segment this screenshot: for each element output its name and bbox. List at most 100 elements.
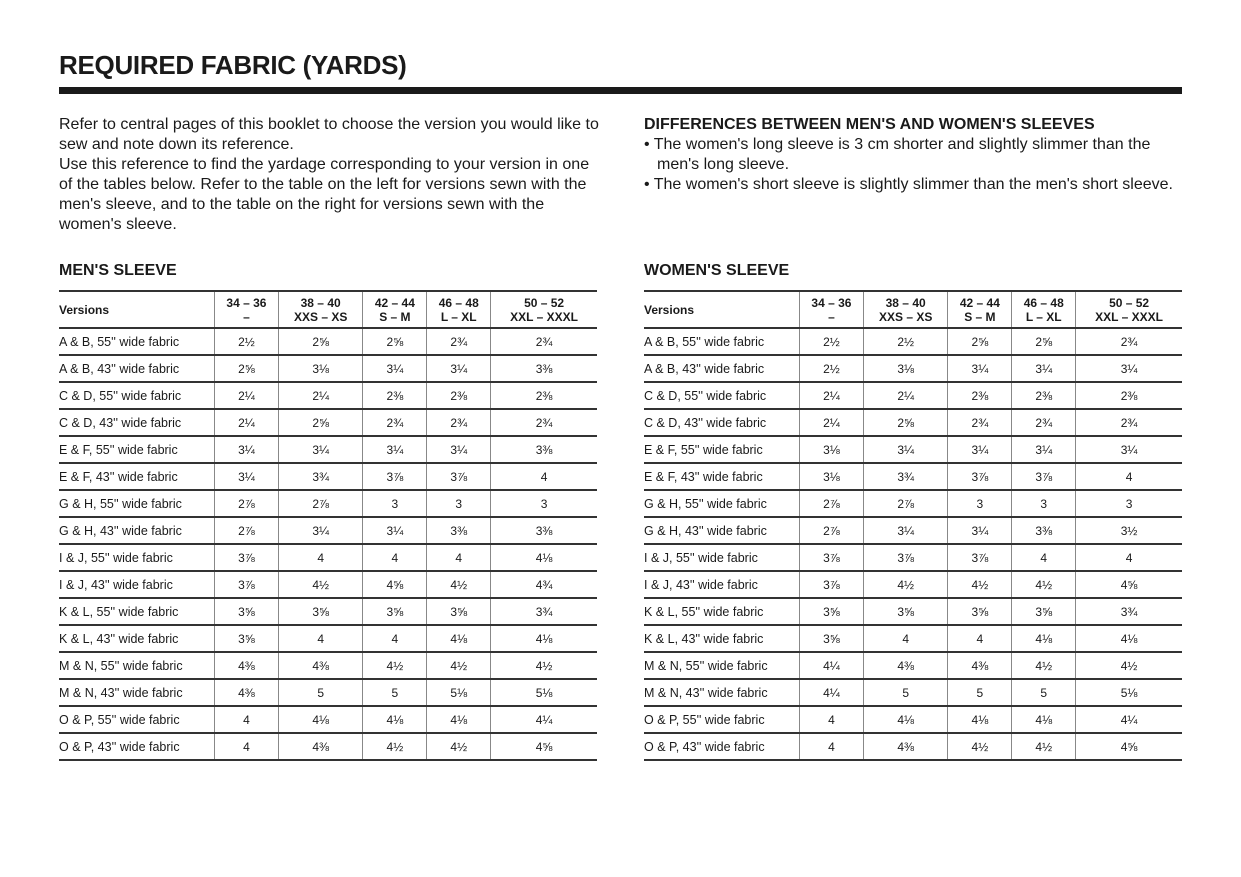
header-row: Versions 34 – 36–38 – 40 XXS – XS 42 – 44 S …	[644, 290, 1182, 329]
yardage-cell: 3	[947, 490, 1012, 518]
yardage-cell: 3	[1011, 490, 1076, 518]
yardage-cell: 2¼	[214, 382, 279, 410]
yardage-cell: 4⅛	[862, 706, 948, 734]
table-row: E & F, 55'' wide fabric 3⅛ 3¼ 3¼ 3¼ 3¼	[644, 436, 1182, 464]
yardage-cell: 4⅝	[362, 571, 427, 599]
yardage-cell: 3⅞	[799, 544, 864, 572]
yardage-cell: 4⅜	[947, 652, 1012, 680]
yardage-cell: 4¼	[1075, 706, 1182, 734]
version-cell: E & F, 55'' wide fabric	[59, 436, 215, 464]
letter-size: XXS – XS	[293, 309, 348, 324]
version-cell: A & B, 55'' wide fabric	[59, 328, 215, 356]
yardage-cell: 4⅜	[277, 733, 363, 761]
yardage-cell: 3½	[1075, 517, 1182, 545]
table-row: M & N, 43'' wide fabric 4¼ 5 5 5 5⅛	[644, 679, 1182, 707]
yardage-cell: 2¾	[1011, 409, 1076, 437]
table-row: E & F, 55'' wide fabric 3¼ 3¼ 3¼ 3¼ 3⅜	[59, 436, 597, 464]
size-range: 38 – 40	[300, 295, 341, 310]
yardage-cell: 3⅝	[214, 598, 279, 626]
yardage-cell: 4	[362, 544, 427, 572]
version-cell: E & F, 43'' wide fabric	[644, 463, 800, 491]
yardage-cell: 2⅞	[799, 517, 864, 545]
yardage-cell: 3⅜	[490, 355, 597, 383]
yardage-cell: 4	[277, 544, 363, 572]
header-row: Versions 34 – 36– 38 – 40 XXS – XS 42 – 44 S …	[59, 290, 597, 329]
yardage-cell: 4	[799, 706, 864, 734]
letter-size: XXL – XXXL	[510, 309, 578, 324]
letter-size: S – M	[379, 309, 411, 324]
table-row: O & P, 55'' wide fabric 4 4⅛ 4⅛ 4⅛ 4¼	[59, 706, 597, 734]
version-cell: E & F, 43'' wide fabric	[59, 463, 215, 491]
yardage-cell: 3¼	[1011, 355, 1076, 383]
yardage-cell: 3⅞	[947, 544, 1012, 572]
yardage-cell: 3⅜	[1011, 517, 1076, 545]
yardage-cell: 3¾	[277, 463, 363, 491]
yardage-cell: 2½	[214, 328, 279, 356]
yardage-cell: 4½	[362, 733, 427, 761]
yardage-cell: 3¼	[362, 436, 427, 464]
yardage-cell: 3⅞	[426, 463, 491, 491]
yardage-cell: 5	[862, 679, 948, 707]
version-cell: M & N, 55'' wide fabric	[59, 652, 215, 680]
table-row: I & J, 55'' wide fabric 3⅞ 4 4 4 4⅛	[59, 544, 597, 572]
yardage-cell: 3	[490, 490, 597, 518]
table-row: K & L, 43'' wide fabric 3⅝ 4 4 4⅛ 4⅛	[59, 625, 597, 653]
table-row: O & P, 55'' wide fabric 4 4⅛ 4⅛ 4⅛ 4¼	[644, 706, 1182, 734]
yardage-cell: 2¾	[490, 328, 597, 356]
yardage-cell: 4⅜	[214, 652, 279, 680]
yardage-cell: 4¼	[799, 652, 864, 680]
differences-heading: DIFFERENCES BETWEEN MEN'S AND WOMEN'S SL…	[644, 116, 1095, 133]
column-header-size: 50 – 52 XXL – XXXL	[490, 290, 597, 329]
yardage-cell: 2⅝	[1011, 328, 1076, 356]
yardage-cell: 3¼	[947, 355, 1012, 383]
yardage-cell: 2⅞	[214, 517, 279, 545]
yardage-cell: 4	[277, 625, 363, 653]
version-cell: O & P, 43'' wide fabric	[59, 733, 215, 761]
yardage-cell: 4⅛	[947, 706, 1012, 734]
yardage-cell: 2½	[799, 355, 864, 383]
yardage-cell: 2½	[799, 328, 864, 356]
yardage-cell: 4⅛	[1011, 706, 1076, 734]
yardage-cell: 5⅛	[1075, 679, 1182, 707]
letter-size: L – XL	[440, 309, 477, 324]
yardage-cell: 4⅛	[1075, 625, 1182, 653]
version-cell: O & P, 43'' wide fabric	[644, 733, 800, 761]
table-row: C & D, 55'' wide fabric 2¼ 2¼ 2⅜ 2⅜ 2⅜	[59, 382, 597, 410]
yardage-cell: 3¼	[362, 355, 427, 383]
table-row: A & B, 43'' wide fabric 2½ 3⅛ 3¼ 3¼ 3¼	[644, 355, 1182, 383]
version-cell: A & B, 43'' wide fabric	[59, 355, 215, 383]
column-header-label: Versions	[644, 302, 695, 317]
table-row: C & D, 43'' wide fabric 2¼ 2⅝ 2¾ 2¾ 2¾	[644, 409, 1182, 437]
table-row: G & H, 55'' wide fabric 2⅞ 2⅞ 3 3 3	[644, 490, 1182, 518]
yardage-cell: 3¼	[1075, 436, 1182, 464]
sleeve-differences: DIFFERENCES BETWEEN MEN'S AND WOMEN'S SL…	[644, 115, 1189, 195]
yardage-cell: 3	[362, 490, 427, 518]
yardage-cell: 3⅜	[426, 517, 491, 545]
yardage-cell: 2¾	[490, 409, 597, 437]
size-range: 42 – 44	[374, 295, 415, 310]
version-cell: G & H, 43'' wide fabric	[59, 517, 215, 545]
yardage-cell: 2⅞	[214, 490, 279, 518]
yardage-cell: 4	[947, 625, 1012, 653]
column-header-label: Versions	[59, 302, 110, 317]
yardage-cell: 3⅞	[214, 571, 279, 599]
yardage-cell: 3¼	[277, 517, 363, 545]
version-cell: O & P, 55'' wide fabric	[59, 706, 215, 734]
yardage-cell: 4	[490, 463, 597, 491]
column-header-size: 38 – 40 XXS – XS	[862, 290, 948, 329]
table-row: O & P, 43'' wide fabric 4 4⅜ 4½ 4½ 4⅝	[644, 733, 1182, 761]
yardage-cell: 2⅝	[277, 409, 363, 437]
yardage-cell: 4	[214, 733, 279, 761]
yardage-cell: 3⅞	[214, 544, 279, 572]
column-header-size: 50 – 52 XXL – XXXL	[1075, 290, 1182, 329]
yardage-cell: 2¾	[362, 409, 427, 437]
yardage-cell: 4½	[362, 652, 427, 680]
yardage-cell: 2¾	[426, 328, 491, 356]
yardage-cell: 2⅜	[1011, 382, 1076, 410]
column-header-size: 34 – 36–	[214, 290, 279, 329]
version-cell: I & J, 43'' wide fabric	[59, 571, 215, 599]
yardage-cell: 4½	[947, 733, 1012, 761]
yardage-table: Versions 34 – 36– 38 – 40 XXS – XS 42 – 44 S …	[59, 290, 597, 761]
yardage-cell: 4½	[426, 733, 491, 761]
yardage-cell: 2⅝	[214, 355, 279, 383]
